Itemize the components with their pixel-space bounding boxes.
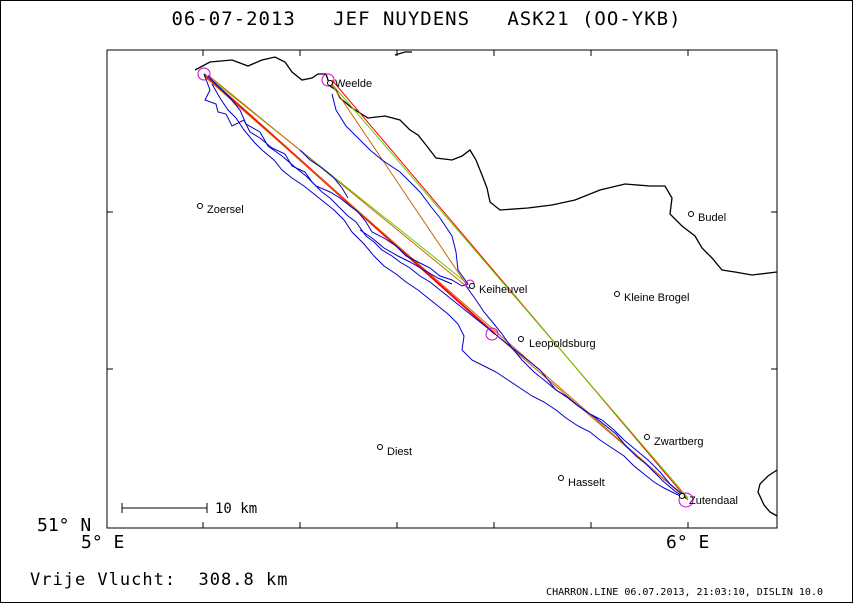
turnpoint-start: [197, 67, 211, 81]
country-borders: [194, 51, 778, 517]
footer-info: CHARRON.LINE 06.07.2013, 21:03:10, DISLI…: [546, 587, 823, 598]
task-legs: [203, 73, 689, 501]
city-zutendaal: Zutendaal: [679, 493, 738, 507]
city-label: Kleine Brogel: [624, 292, 689, 304]
scale-bar: 10 km: [121, 501, 257, 517]
city-diest: Diest: [377, 444, 412, 458]
distance-value: 308.8 km: [198, 570, 289, 590]
city-hasselt: Hasselt: [558, 475, 605, 489]
longitude-left-label: 5° E: [81, 532, 125, 553]
city-zoersel: Zoersel: [197, 203, 244, 216]
turnpoint-weelde: [321, 73, 335, 87]
leg-orange-2: [207, 74, 467, 287]
city-label: Weelde: [335, 78, 372, 90]
city-label: Zoersel: [207, 204, 244, 216]
city-keiheuvel: Keiheuvel: [469, 283, 527, 296]
scale-label: 10 km: [215, 501, 257, 517]
city-label: Keiheuvel: [479, 284, 527, 296]
leg-green-1: [331, 83, 689, 499]
city-label: Zutendaal: [689, 495, 738, 507]
glider-id: ASK21 (OO-YKB): [507, 8, 682, 30]
city-label: Hasselt: [568, 477, 605, 489]
city-label: Zwartberg: [654, 436, 704, 448]
city-leopoldsburg: Leopoldsburg: [518, 336, 596, 350]
city-markers: Weelde Zoersel Budel Keiheuvel Kleine Br…: [197, 78, 738, 507]
leg-orange-3: [329, 81, 467, 285]
axis-ticks: [107, 50, 777, 528]
leg-green-2: [205, 74, 469, 285]
distance-label: Vrije Vlucht:: [30, 570, 177, 590]
city-weelde: Weelde: [327, 78, 372, 90]
leg-orange-4: [494, 333, 689, 501]
city-kleine-brogel: Kleine Brogel: [614, 291, 689, 304]
leg-red-1: [331, 79, 689, 501]
leg-orange-1: [203, 75, 689, 501]
city-label: Budel: [698, 212, 726, 224]
latitude-label: 51° N: [37, 515, 92, 536]
city-budel: Budel: [688, 211, 726, 224]
map-frame: [106, 49, 778, 529]
city-zwartberg: Zwartberg: [644, 434, 704, 448]
turnpoint-leopoldsburg: [485, 327, 499, 341]
flight-track: [203, 73, 687, 499]
flight-title: 06-07-2013 JEF NUYDENS ASK21 (OO-YKB): [0, 8, 853, 30]
flight-date: 06-07-2013: [171, 8, 296, 30]
turnpoint-zutendaal: [678, 492, 694, 508]
distance-summary: Vrije Vlucht: 308.8 km: [30, 570, 288, 590]
longitude-right-label: 6° E: [666, 532, 710, 553]
pilot-name: JEF NUYDENS: [333, 8, 471, 30]
city-label: Leopoldsburg: [529, 338, 596, 350]
city-label: Diest: [387, 446, 412, 458]
